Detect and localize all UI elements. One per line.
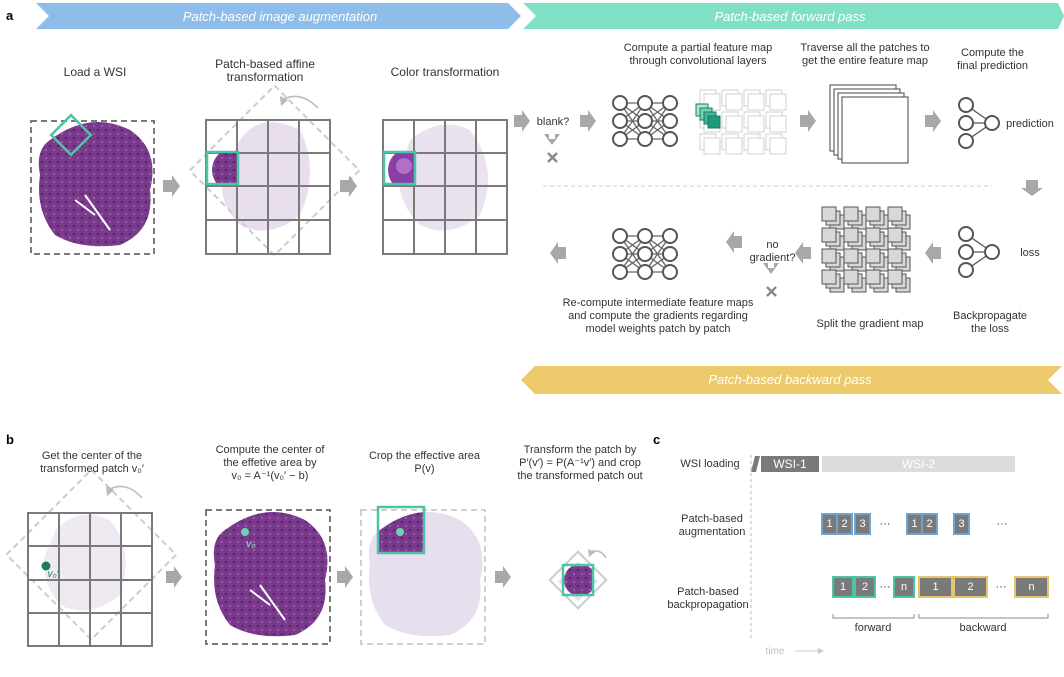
- step1-label: Get the center of the transformed patch …: [40, 450, 144, 475]
- aug-box-6: 3: [958, 518, 965, 530]
- forward-banner-label: Patch-based forward pass: [714, 8, 866, 24]
- aug-box-3: 3: [859, 518, 866, 530]
- bwd-box-1: 1: [932, 581, 939, 593]
- backpropagation-row-label: Patch-based backpropagation: [667, 586, 749, 611]
- flow-arrows-a: [163, 110, 1043, 274]
- wsi2-label: WSI-2: [901, 457, 936, 471]
- aug-ellipsis-2: ···: [996, 518, 1008, 530]
- backward-boxes: [918, 576, 1049, 598]
- bwd-box-2: 2: [967, 581, 974, 593]
- augmentation-row-label: Patch-based augmentation: [678, 513, 746, 538]
- v0-prime-marker: v₀′: [47, 569, 59, 580]
- panel-c-label: c: [653, 432, 661, 447]
- aug-box-1: 1: [826, 518, 833, 530]
- wsi-thumbnail-a: [30, 113, 155, 255]
- highlighted-patch-stack: [695, 103, 721, 129]
- final-prediction-label: Compute the final prediction: [957, 47, 1028, 72]
- forward-boxes: [832, 576, 915, 598]
- cross-icons: [547, 152, 777, 297]
- wsi-thumbnail-b: [205, 509, 331, 645]
- step4-label: Transform the patch by P′(v′) = P(A⁻¹v′)…: [517, 444, 643, 482]
- fwd-ellipsis: ···: [879, 581, 891, 593]
- gradient-map: [821, 206, 911, 293]
- load-wsi-label: Load a WSI: [63, 65, 127, 79]
- bwd-box-n: n: [1028, 581, 1035, 593]
- prediction-label: prediction: [1006, 118, 1054, 130]
- wsi1-label: WSI-1: [773, 457, 807, 471]
- aug-ellipsis-1: ···: [879, 518, 891, 530]
- color-transformation-label: Color transformation: [390, 65, 500, 79]
- traverse-label: Traverse all the patches to get the enti…: [800, 42, 930, 67]
- aug-box-4: 1: [911, 518, 918, 530]
- partial-feature-map: [699, 89, 787, 155]
- crop-area-b: [360, 505, 486, 645]
- backpropagate-label: Backpropagate the loss: [953, 310, 1027, 335]
- wsi2-bar: [822, 456, 1015, 472]
- recompute-label: Re-compute intermediate feature maps and…: [562, 297, 754, 335]
- fwd-box-2: 2: [861, 581, 869, 593]
- no-gradient-question: no gradient?: [749, 239, 796, 264]
- forward-banner: [523, 3, 1064, 29]
- loss-network-icon: [958, 226, 1000, 278]
- aug-box-5: 2: [926, 518, 933, 530]
- flow-arrows-b: [166, 566, 511, 588]
- entire-feature-map: [829, 84, 909, 164]
- wsi1-bar: [761, 456, 819, 472]
- network-backward-icon: [612, 228, 678, 280]
- loss-label: loss: [1020, 247, 1040, 259]
- augmentation-banner-label: Patch-based image augmentation: [182, 8, 378, 24]
- affine-label: Patch-based affine transformation: [215, 57, 315, 84]
- augmentation-banner: [36, 3, 521, 29]
- panel-b-label: b: [6, 432, 14, 447]
- forward-bracket-label: forward: [854, 622, 892, 634]
- backward-bracket-label: backward: [959, 622, 1007, 634]
- prediction-network-icon: [958, 97, 1000, 149]
- aug-box-2: 2: [841, 518, 848, 530]
- v0-marker: v₀: [246, 539, 256, 550]
- timeline-c: [750, 455, 1049, 654]
- panel-a-label: a: [6, 8, 14, 23]
- split-gradient-label: Split the gradient map: [816, 318, 924, 330]
- wsi-loading-label: WSI loading: [680, 458, 740, 470]
- bwd-ellipsis: ···: [995, 581, 1007, 593]
- time-label: time: [765, 646, 785, 657]
- blank-question: blank?: [536, 116, 570, 128]
- backward-banner: [521, 366, 1062, 394]
- transformed-patch-b: [548, 549, 608, 610]
- color-grid-a: [382, 119, 508, 255]
- compute-partial-label: Compute a partial feature map through co…: [623, 42, 773, 67]
- transformed-grid-b: [5, 468, 178, 647]
- backward-banner-label: Patch-based backward pass: [708, 371, 872, 387]
- affine-grid-a: [188, 84, 361, 257]
- fwd-box-n: n: [900, 581, 908, 593]
- network-forward-icon: [612, 95, 678, 147]
- fwd-box-1: 1: [839, 581, 847, 593]
- step3-label: Crop the effective area P(v): [368, 450, 481, 475]
- augmentation-boxes: [821, 513, 970, 535]
- step2-label: Compute the center of the effetive area …: [215, 444, 325, 482]
